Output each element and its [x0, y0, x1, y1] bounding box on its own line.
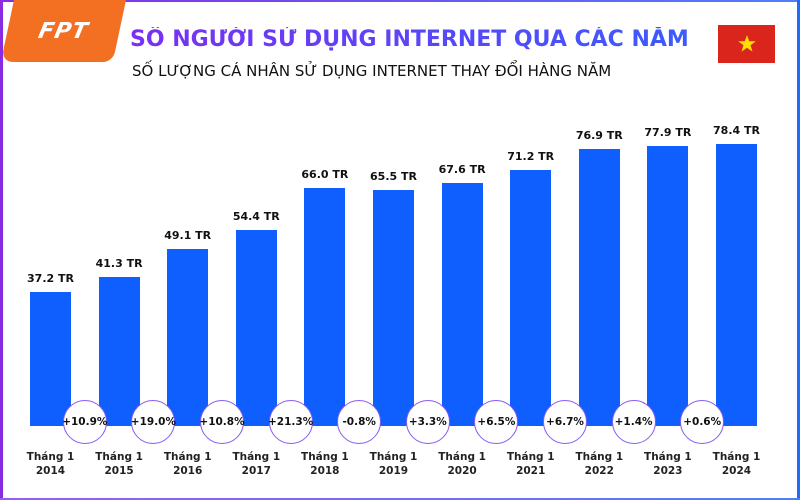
x-axis-label: Tháng 1 2014	[16, 450, 86, 478]
yoy-change-badge: +3.3%	[405, 400, 450, 444]
bar	[441, 182, 483, 426]
x-axis-label: Tháng 1 2023	[633, 450, 703, 478]
yoy-change-badge: +21.3%	[268, 400, 313, 444]
x-axis-label-month: Tháng 1	[232, 451, 281, 463]
x-axis-label-year: 2015	[104, 465, 134, 477]
bar	[510, 169, 552, 426]
yoy-change-badge: +6.5%	[474, 400, 519, 444]
x-axis-label: Tháng 1 2019	[359, 450, 429, 478]
vietnam-flag-icon	[718, 25, 775, 63]
x-axis-label: Tháng 1 2024	[702, 450, 772, 478]
x-axis-label-month: Tháng 1	[644, 451, 692, 463]
bar	[647, 145, 689, 426]
x-axis-label-month: Tháng 1	[506, 451, 555, 463]
chart-title: SỐ NGƯỜI SỬ DỤNG INTERNET QUA CÁC NĂM	[130, 27, 689, 52]
bar-value-label: 37.2 TR	[27, 272, 74, 286]
x-axis-label-year: 2017	[241, 465, 271, 477]
bar	[98, 277, 140, 426]
x-axis-label-year: 2016	[173, 465, 203, 477]
x-axis-label: Tháng 1 2022	[564, 450, 634, 478]
bar-value-label: 54.4 TR	[232, 210, 280, 224]
x-axis-label: Tháng 1 2021	[496, 450, 566, 478]
bar	[235, 230, 277, 426]
yoy-change-badge: +0.6%	[680, 400, 725, 444]
yoy-change-badge: +10.9%	[62, 400, 107, 444]
x-axis-label-month: Tháng 1	[95, 451, 143, 463]
yoy-change-badge: +1.4%	[611, 400, 656, 444]
frame-border-top	[0, 0, 800, 2]
x-axis-label-year: 2024	[721, 465, 752, 477]
frame-border-bottom	[0, 498, 800, 500]
x-axis-label: Tháng 1 2015	[84, 450, 154, 478]
star-icon	[737, 35, 756, 52]
x-axis-label-year: 2020	[447, 465, 477, 477]
yoy-change-badge: +19.0%	[131, 400, 176, 444]
bar-value-label: 77.9 TR	[644, 125, 692, 139]
yoy-change-badge: +6.7%	[543, 400, 587, 444]
bar-value-label: 41.3 TR	[95, 257, 143, 271]
x-axis-label-month: Tháng 1	[26, 451, 75, 463]
bar	[30, 292, 71, 426]
x-axis-label: Tháng 1 2016	[153, 450, 223, 478]
frame-border-left	[0, 0, 3, 500]
bar	[716, 143, 757, 426]
yoy-change-badge: +10.8%	[199, 400, 245, 444]
x-axis-label-month: Tháng 1	[712, 451, 761, 463]
bar	[304, 188, 346, 426]
x-axis-label-year: 2023	[653, 465, 683, 477]
bar-value-label: 65.5 TR	[370, 170, 417, 184]
bar	[167, 249, 209, 426]
x-axis-label-month: Tháng 1	[163, 451, 212, 463]
bar-value-label: 78.4 TR	[713, 123, 760, 137]
x-axis-label-month: Tháng 1	[575, 451, 624, 463]
logo-text: FPT	[36, 18, 91, 44]
frame-border-right	[797, 0, 800, 500]
x-axis-label-year: 2018	[310, 465, 340, 477]
x-axis-label-month: Tháng 1	[369, 451, 418, 463]
bar-value-label: 66.0 TR	[301, 168, 349, 182]
bar-value-label: 76.9 TR	[575, 129, 623, 143]
x-axis-label: Tháng 1 2020	[427, 450, 497, 478]
x-axis-label-month: Tháng 1	[438, 451, 486, 463]
x-axis-label: Tháng 1 2017	[221, 450, 291, 478]
x-axis-label-year: 2014	[35, 465, 66, 477]
fpt-logo: FPT	[0, 0, 126, 62]
bar-value-label: 49.1 TR	[164, 229, 212, 243]
bar	[578, 149, 620, 426]
x-axis-label-year: 2019	[378, 465, 409, 477]
x-axis-label: Tháng 1 2018	[290, 450, 360, 478]
bar	[373, 190, 414, 426]
x-axis-label-month: Tháng 1	[301, 451, 349, 463]
x-axis-label-year: 2021	[516, 465, 546, 477]
yoy-change-badge: -0.8%	[337, 400, 382, 444]
bar-value-label: 67.6 TR	[438, 162, 486, 176]
bar-value-label: 71.2 TR	[507, 149, 555, 163]
chart-subtitle: SỐ LƯỢNG CÁ NHÂN SỬ DỤNG INTERNET THAY Đ…	[132, 62, 612, 80]
x-axis-label-year: 2022	[584, 465, 614, 477]
